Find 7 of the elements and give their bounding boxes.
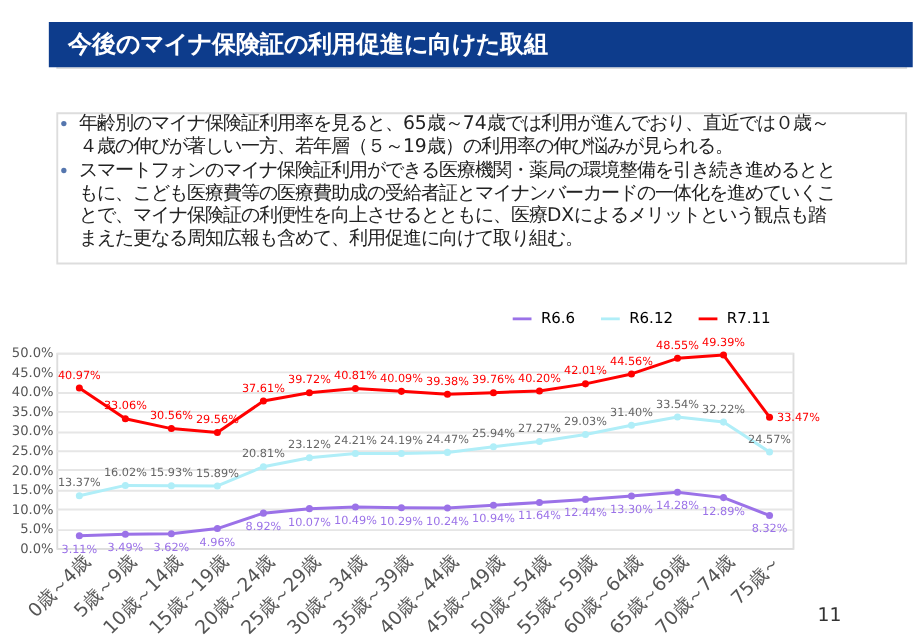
legend-label: R6.6 xyxy=(540,308,576,327)
legend-label: R6.12 xyxy=(629,308,674,327)
legend-label: R7.11 xyxy=(726,308,772,327)
text: スマートフォンのマイナ保険証利用ができる医療機関・薬局の環境整備を引き続き進めるとともに、こども医療費等の医療費助成の受給者証とマイナンバーカードの一体化を進めていくことで、マイナ保険証の利便性を向上させるとともに、医療DXによるメリットという観点も踏まえた更なる周知広報も含めて、利用促進に向けて取り組む。 xyxy=(78,160,835,250)
text: 11 xyxy=(817,605,842,628)
text: 年齢別のマイナ保険証利用率を見ると、65歳～74歳では利用が進んでおり、直近では０歳～４歳の伸びが著しい一方、若年層（５～19歳）の利用率の伸び悩みが見られる。 xyxy=(78,113,829,158)
chart-title: 今後のマイナ保険証の利用促進に向けた取組 xyxy=(65,30,548,59)
